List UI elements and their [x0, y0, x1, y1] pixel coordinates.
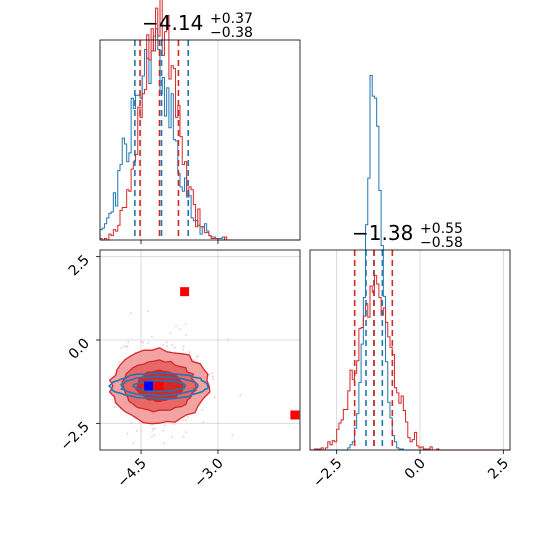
sample-point [185, 419, 188, 422]
sample-point [212, 378, 215, 381]
sample-point [135, 430, 138, 432]
sample-point [184, 322, 187, 325]
panel-param1-vs-param2: 2.5 0.0 −2.5 −4.5 −3.0 [57, 249, 301, 491]
sample-point [151, 435, 153, 438]
param1-title: −4.14 [142, 11, 203, 35]
sample-point [162, 343, 165, 346]
param1-title-sub: −0.38 [210, 25, 253, 41]
histogram-series-a [310, 74, 510, 451]
sample-point [171, 435, 174, 438]
param2-title: −1.38 [352, 221, 413, 245]
sample-point [126, 432, 129, 435]
sample-point [123, 345, 126, 348]
x-tick-label: 0.0 [402, 456, 429, 483]
y-tick-label: 0.0 [66, 336, 93, 363]
sample-point [126, 345, 129, 348]
sample-point [173, 346, 176, 349]
sample-point [151, 335, 153, 338]
histogram-series-a [99, 28, 300, 241]
sample-point [147, 342, 150, 344]
sample-point [192, 359, 195, 361]
sample-point [169, 332, 172, 335]
sample-point [132, 442, 135, 445]
sample-point [130, 312, 132, 314]
histogram-series-b [99, 0, 300, 241]
sample-point [151, 427, 154, 429]
histogram-series-b [310, 275, 510, 451]
sample-point [139, 429, 142, 432]
sample-point [141, 340, 144, 343]
sample-point [152, 429, 154, 432]
sample-point [139, 422, 141, 424]
sample-point [175, 325, 177, 328]
marker-series-b [290, 410, 300, 420]
sample-point [185, 431, 187, 434]
sample-point [231, 433, 234, 436]
sample-point [201, 408, 204, 411]
y-tick-label: −2.5 [57, 419, 92, 454]
x-tick-label: −3.0 [191, 456, 226, 491]
y-tick-label: 2.5 [66, 252, 93, 279]
sample-point [154, 427, 156, 430]
sample-point [130, 422, 133, 424]
marker-series-b [154, 381, 164, 391]
x-tick-label: 2.5 [485, 456, 512, 483]
contour-series-a [132, 379, 187, 393]
param1-title-sup: +0.37 [210, 11, 253, 27]
sample-point [188, 351, 191, 354]
sample-point [227, 338, 230, 341]
sample-point [147, 310, 149, 313]
marker-series-b [180, 287, 190, 297]
sample-point [195, 356, 198, 359]
sample-point [165, 341, 168, 343]
contour-series-a [119, 375, 199, 397]
sample-point [182, 348, 185, 351]
sample-point [186, 415, 189, 418]
sample-point [185, 334, 188, 337]
sample-point [213, 396, 216, 399]
sample-point [202, 421, 205, 424]
sample-point [153, 434, 156, 437]
panel-param1-marginal: −4.14 +0.37 −0.38 [99, 0, 301, 244]
x-tick-label: −4.5 [114, 456, 149, 491]
sample-point [113, 406, 116, 408]
contour-series-a [107, 372, 210, 400]
param2-title-sub: −0.58 [420, 235, 463, 251]
sample-point [171, 344, 174, 346]
sample-point [182, 435, 185, 438]
sample-point [211, 372, 214, 375]
sample-point [127, 341, 130, 344]
sample-point [162, 429, 165, 432]
sample-point [163, 442, 166, 445]
sample-point [118, 361, 121, 364]
sample-point [178, 328, 181, 330]
param2-title-sup: +0.55 [420, 221, 463, 237]
x-tick-label: −2.5 [310, 456, 345, 491]
sample-point [196, 354, 199, 357]
sample-point [166, 345, 168, 347]
sample-point [120, 347, 123, 349]
sample-point [239, 394, 242, 397]
sample-point [182, 345, 185, 348]
sample-point [211, 375, 214, 378]
marker-series-a [144, 381, 154, 391]
sample-point [173, 423, 176, 426]
sample-point [163, 424, 166, 427]
panel-param2-marginal: −1.38 +0.55 −0.58 −2.5 0.0 2.5 [309, 74, 512, 491]
sample-point [182, 419, 185, 422]
